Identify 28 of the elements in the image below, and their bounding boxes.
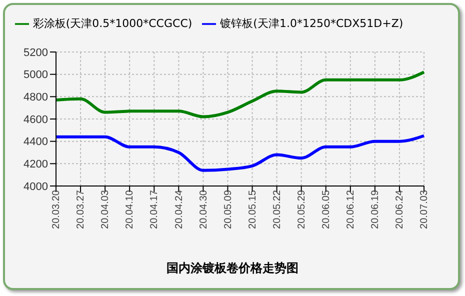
x-tick-label: 20.05.22 (272, 190, 283, 229)
y-tick-label: 4400 (24, 136, 48, 148)
text: 国内涂镀板卷价格走势图 (166, 260, 300, 277)
x-tick-label: 20.05.29 (296, 190, 308, 229)
x-tick-label: 20.04.17 (149, 190, 160, 229)
x-tick-label: 20.06.19 (370, 190, 382, 229)
x-tick-label: 20.05.09 (222, 190, 234, 229)
x-tick-label: 20.07.03 (419, 190, 430, 229)
x-tick-label: 20.05.15 (247, 190, 258, 229)
legend-label: 彩涂板(天津0.5*1000*CCGCC) (32, 17, 192, 30)
x-tick-label: 20.04.10 (124, 190, 136, 229)
x-tick-label: 20.03.20 (51, 190, 62, 229)
y-tick-label: 4000 (24, 180, 48, 193)
x-tick-label: 20.06.05 (320, 190, 332, 229)
x-tick-label: 20.03.27 (76, 190, 87, 229)
line-series (54, 70, 426, 118)
x-tick-label: 20.04.24 (174, 190, 185, 229)
legend-label: 镀锌板(天津1.0*1250*CDX51D+Z) (220, 17, 404, 30)
line-series (54, 134, 426, 172)
y-tick-label: 4800 (24, 92, 48, 104)
x-tick-label: 20.06.12 (346, 190, 356, 229)
x-tick-label: 20.04.30 (198, 190, 210, 229)
y-tick-label: 4200 (24, 158, 48, 171)
y-tick-label: 5200 (24, 46, 48, 59)
x-tick-label: 20.04.03 (100, 190, 112, 229)
y-tick-label: 5000 (24, 69, 48, 82)
y-tick-label: 4600 (24, 114, 48, 126)
x-tick-label: 20.06.24 (394, 190, 406, 229)
